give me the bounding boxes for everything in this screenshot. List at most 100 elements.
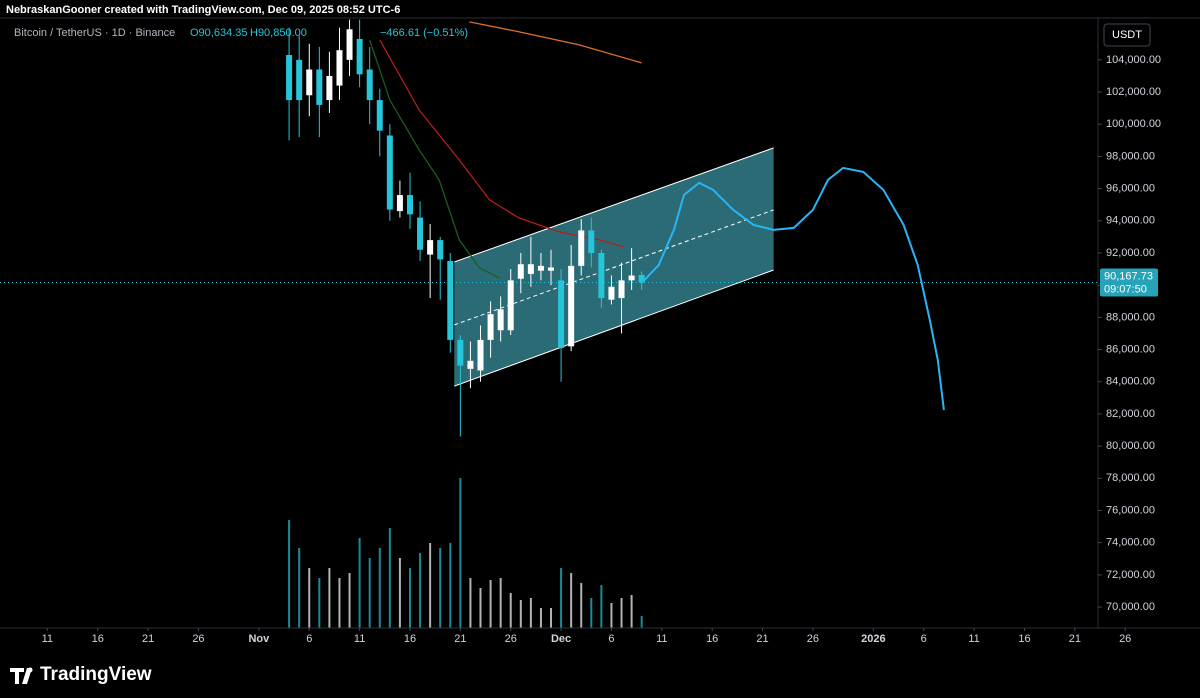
logo-dot	[27, 667, 33, 673]
volume-bar	[590, 598, 593, 628]
volume-bar	[499, 578, 502, 628]
price-change: −466.61 (−0.51%)	[380, 27, 468, 39]
volume-bar	[348, 573, 351, 628]
volume-bar	[368, 558, 371, 628]
last-price-box	[1100, 268, 1158, 297]
footer: TradingView	[10, 664, 152, 685]
y-tick-label: 98,000.00	[1106, 150, 1155, 162]
x-tick-label: 16	[1018, 633, 1030, 645]
moving-average	[469, 21, 642, 64]
candle-body	[477, 339, 484, 371]
candle-body	[618, 280, 625, 299]
candle-body	[296, 59, 303, 101]
x-tick-label: 16	[92, 633, 104, 645]
x-tick-label: 16	[706, 633, 718, 645]
volume-bar	[560, 568, 563, 628]
x-tick-label: 6	[306, 633, 312, 645]
open-price: O90,634.35	[190, 27, 248, 39]
candle-body	[336, 50, 343, 86]
volume-bar	[328, 568, 331, 628]
candle-body	[608, 286, 615, 300]
candle-body	[346, 29, 353, 60]
candle-body	[527, 264, 534, 274]
candle-body	[628, 275, 635, 281]
y-tick-label: 96,000.00	[1106, 183, 1155, 195]
x-tick-label: 16	[404, 633, 416, 645]
volume-bar	[378, 548, 381, 628]
volume-bar	[398, 558, 401, 628]
y-tick-label: 70,000.00	[1106, 601, 1155, 613]
brand[interactable]: TradingView	[40, 664, 152, 685]
y-tick-label: 86,000.00	[1106, 343, 1155, 355]
x-tick-label: 21	[454, 633, 466, 645]
candle-body	[507, 280, 514, 331]
x-tick-label: 11	[968, 633, 979, 645]
volume-bar	[338, 578, 341, 628]
volume-bar	[610, 603, 613, 628]
currency-button[interactable]	[1103, 23, 1151, 47]
candle-body	[457, 339, 464, 366]
volume-bar	[429, 543, 432, 628]
x-tick-label: 6	[921, 633, 927, 645]
volume-bar	[298, 548, 301, 628]
volume-bar	[640, 616, 643, 628]
x-tick-label: 11	[42, 633, 53, 645]
volume-bar	[519, 600, 522, 628]
volume-bar	[288, 520, 291, 628]
volume-bar	[308, 568, 311, 628]
candle-body	[598, 252, 605, 299]
y-tick-label: 74,000.00	[1106, 537, 1155, 549]
x-tick-label: 11	[354, 633, 365, 645]
candle-body	[487, 314, 494, 340]
candle-body	[396, 195, 403, 212]
volume-bar	[580, 583, 583, 628]
plot-area	[0, 19, 1098, 628]
x-tick-label: 6	[608, 633, 614, 645]
volume-bar	[358, 538, 361, 628]
y-tick-label: 78,000.00	[1106, 472, 1155, 484]
channel-lower	[454, 269, 774, 387]
x-tick-label: Nov	[248, 633, 270, 645]
candle-body	[588, 230, 595, 253]
y-tick-label: 82,000.00	[1106, 408, 1155, 420]
candle-body	[578, 230, 585, 266]
x-tick-label: 26	[192, 633, 204, 645]
volume-bar	[469, 578, 472, 628]
x-tick-label: 21	[756, 633, 768, 645]
x-tick-label: 2026	[861, 633, 885, 645]
x-tick-label: 21	[1069, 633, 1081, 645]
y-tick-label: 102,000.00	[1106, 86, 1161, 98]
y-tick-label: 94,000.00	[1106, 215, 1155, 227]
candle-body	[497, 309, 504, 331]
candle-body	[537, 265, 544, 271]
candle-body	[406, 195, 413, 215]
candle-body	[306, 69, 313, 96]
x-tick-label: Dec	[551, 633, 571, 645]
candle-body	[366, 69, 373, 101]
volume-bar	[419, 553, 422, 628]
projection	[640, 166, 945, 411]
candle-body	[467, 360, 474, 369]
candle-body	[326, 75, 333, 101]
volume-bar	[408, 568, 411, 628]
volume-bar	[509, 593, 512, 628]
volume-bar	[600, 585, 603, 628]
candle-body	[417, 217, 424, 250]
candle-body	[286, 55, 293, 101]
last-price-label: 90,167.73	[1104, 270, 1153, 282]
candle-body	[638, 274, 645, 283]
volume-bar	[439, 548, 442, 628]
candle-body	[316, 69, 323, 105]
volume-bar	[449, 543, 452, 628]
candle-body	[558, 280, 565, 348]
candle-body	[386, 135, 393, 210]
y-tick-label: 72,000.00	[1106, 569, 1155, 581]
y-tick-label: 104,000.00	[1106, 54, 1161, 66]
volume-bar	[489, 580, 492, 628]
moving-average	[369, 39, 500, 279]
currency[interactable]: USDT	[1112, 29, 1142, 41]
y-tick-label: 92,000.00	[1106, 247, 1155, 259]
